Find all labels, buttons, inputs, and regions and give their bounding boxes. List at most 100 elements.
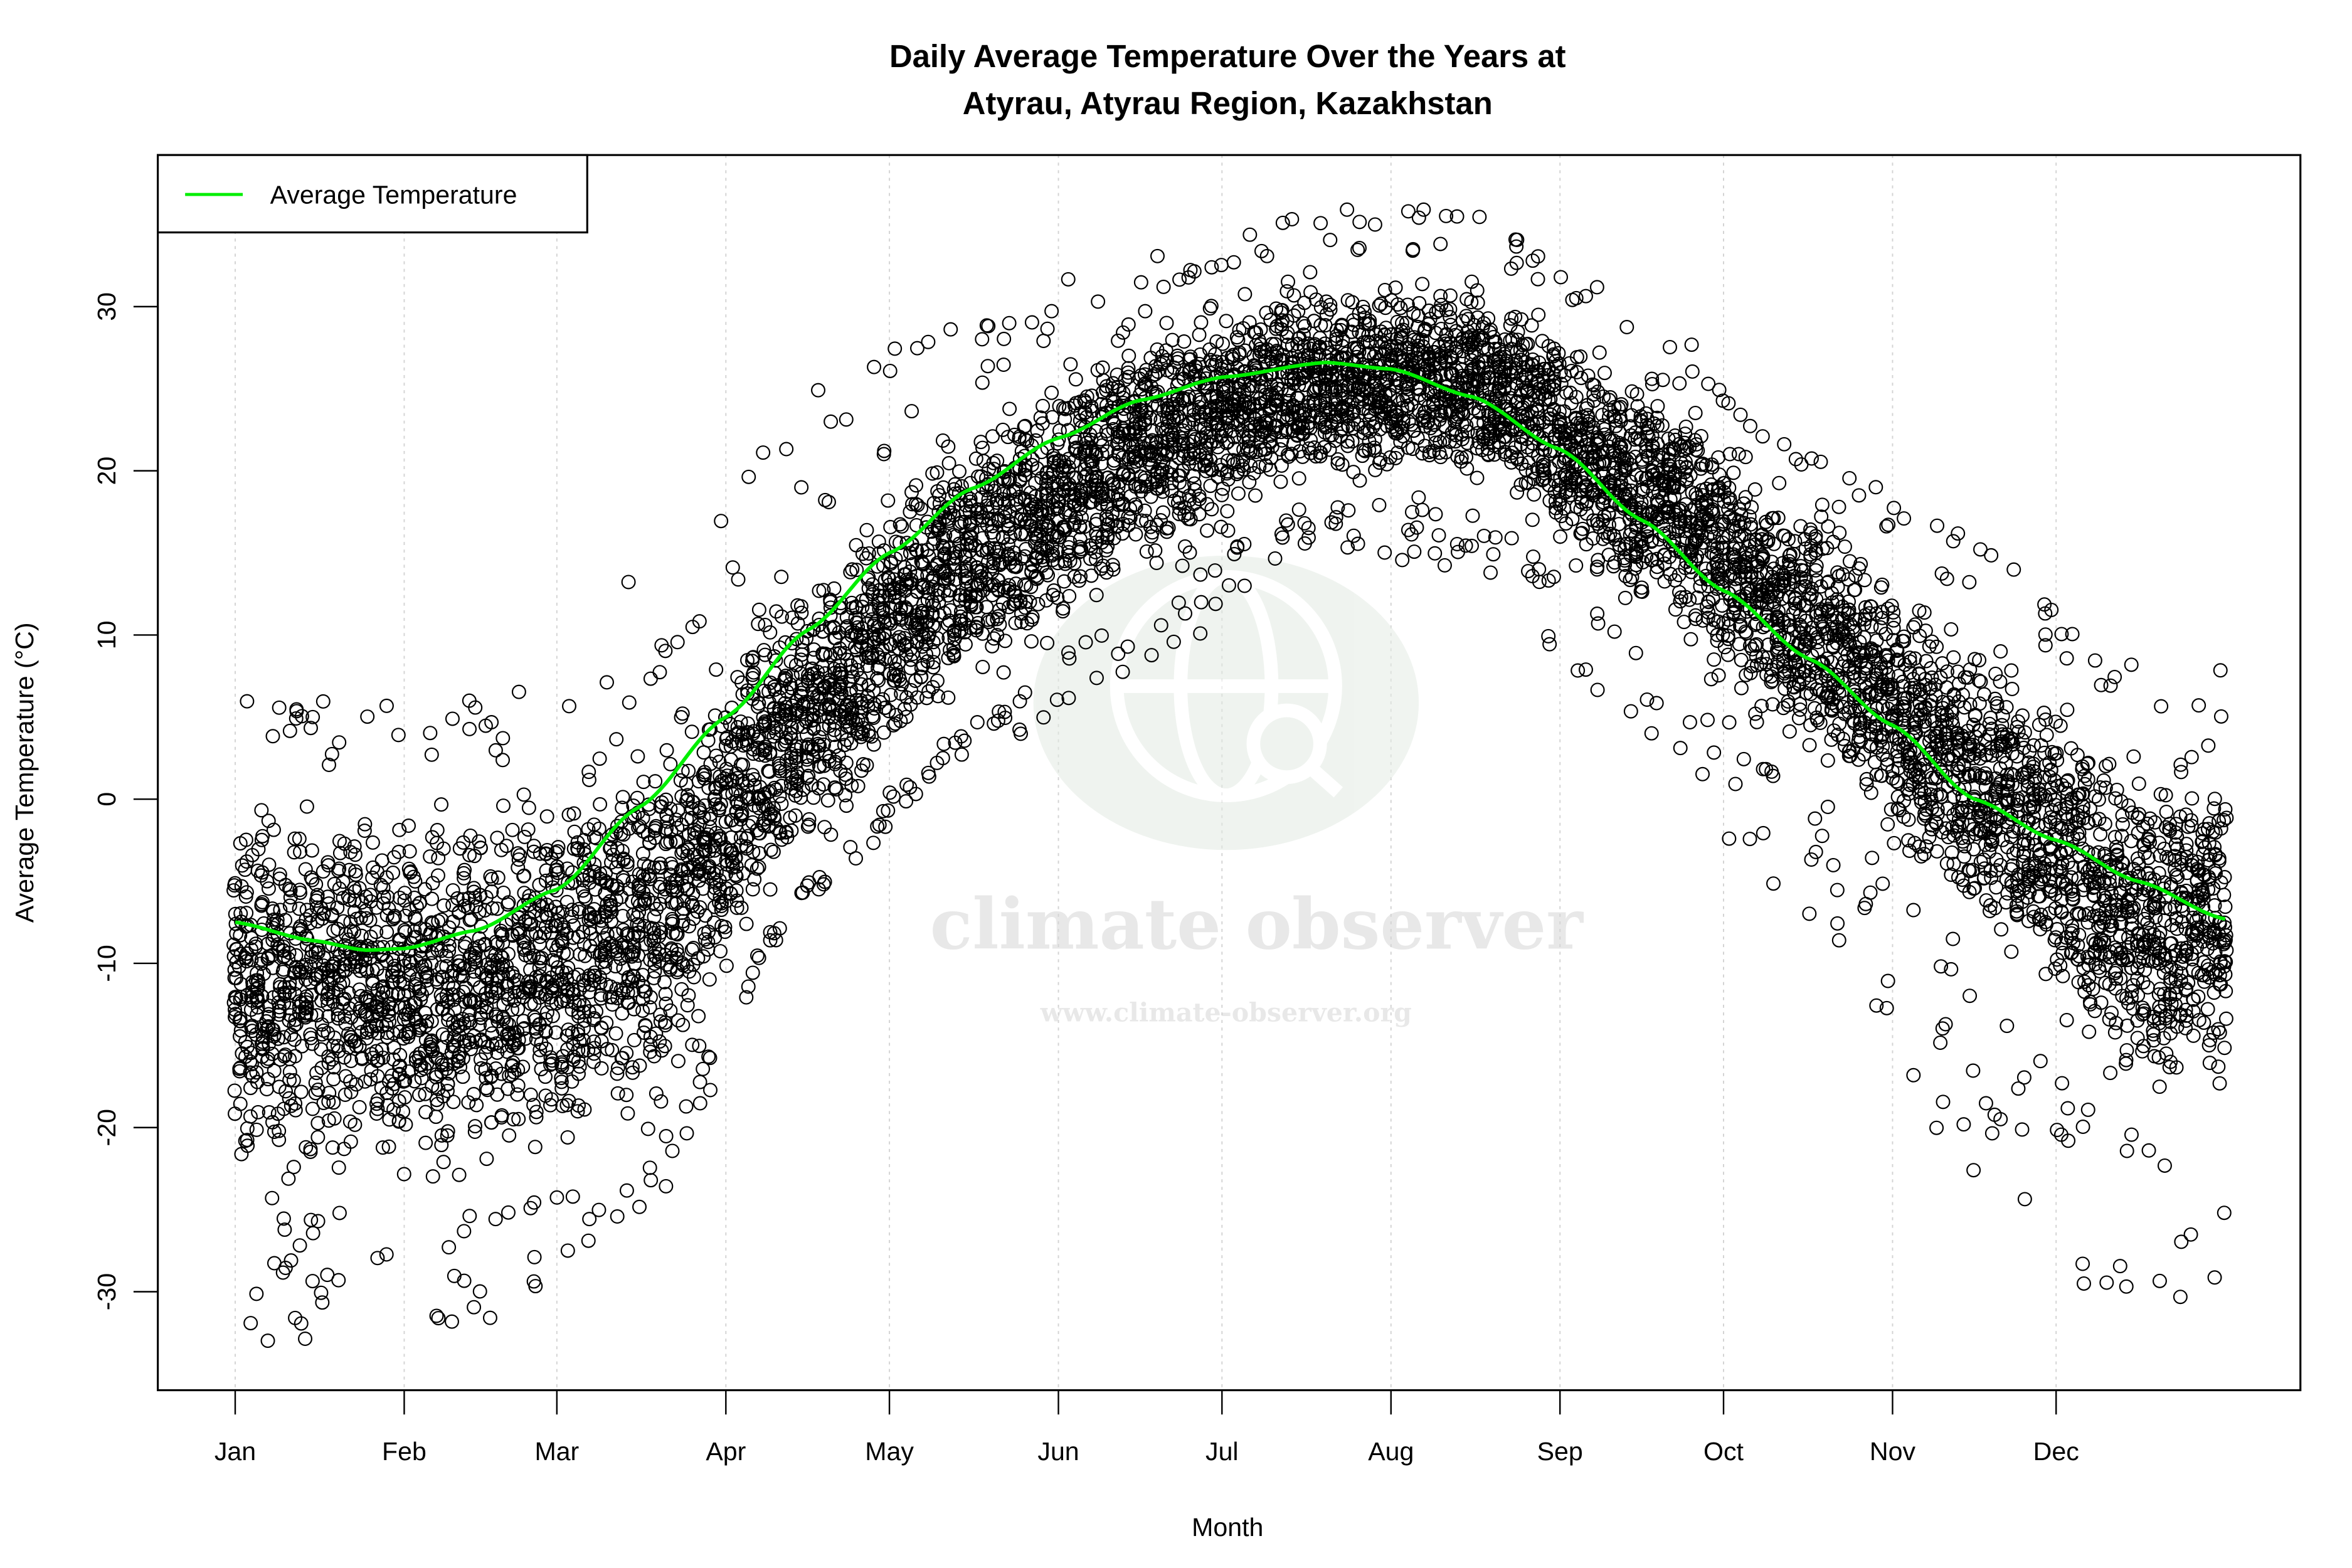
temperature-point xyxy=(490,983,506,999)
temperature-point xyxy=(348,867,363,882)
temperature-point xyxy=(444,1314,459,1329)
temperature-point xyxy=(654,860,669,875)
temperature-point xyxy=(946,649,961,664)
temperature-point xyxy=(1285,212,1300,227)
temperature-point xyxy=(468,700,483,715)
temperature-point xyxy=(303,916,318,931)
temperature-point xyxy=(751,602,766,617)
temperature-point xyxy=(736,866,751,881)
temperature-point xyxy=(1121,348,1136,363)
temperature-point xyxy=(1138,304,1153,319)
temperature-point xyxy=(428,1110,443,1125)
temperature-point xyxy=(370,1251,385,1266)
temperature-point xyxy=(652,921,667,936)
temperature-point xyxy=(370,1025,385,1041)
temperature-point xyxy=(1133,275,1148,290)
temperature-point xyxy=(676,878,691,893)
temperature-point xyxy=(310,1214,326,1229)
temperature-point xyxy=(472,1284,487,1299)
temperature-point xyxy=(622,695,637,710)
temperature-point xyxy=(292,1238,307,1253)
temperature-point xyxy=(815,659,830,674)
temperature-point xyxy=(281,951,296,966)
temperature-point xyxy=(883,519,898,534)
temperature-point xyxy=(980,359,995,374)
temperature-point xyxy=(657,1039,672,1054)
temperature-point xyxy=(839,755,854,770)
temperature-point xyxy=(910,341,924,356)
temperature-point xyxy=(1040,321,1055,336)
temperature-point xyxy=(581,852,596,867)
temperature-point xyxy=(283,1253,299,1268)
temperature-point xyxy=(627,969,642,984)
temperature-point xyxy=(670,820,685,835)
temperature-point xyxy=(745,882,760,897)
temperature-point xyxy=(358,817,373,832)
temperature-point xyxy=(729,893,744,908)
temperature-point xyxy=(1313,216,1328,231)
temperature-point xyxy=(392,1024,407,1039)
temperature-point xyxy=(635,1003,650,1018)
temperature-point xyxy=(594,1061,609,1076)
temperature-point xyxy=(326,1060,341,1075)
temperature-point xyxy=(488,743,503,758)
temperature-point xyxy=(1203,479,1218,494)
temperature-point xyxy=(1036,334,1051,349)
temperature-point xyxy=(1237,537,1252,551)
temperature-point xyxy=(659,792,674,807)
temperature-point xyxy=(816,583,831,598)
temperature-point xyxy=(876,725,891,740)
temperature-point xyxy=(687,830,702,845)
temperature-point xyxy=(758,617,773,632)
temperature-point xyxy=(522,982,538,997)
temperature-point xyxy=(380,889,395,904)
temperature-point xyxy=(456,961,471,976)
temperature-point xyxy=(240,1133,255,1148)
temperature-point xyxy=(288,1103,303,1118)
temperature-point xyxy=(473,840,488,856)
temperature-point xyxy=(327,876,342,891)
temperature-point xyxy=(539,809,554,824)
temperature-point xyxy=(731,572,746,587)
temperature-point xyxy=(600,927,615,942)
temperature-point xyxy=(725,560,740,575)
temperature-point xyxy=(702,972,717,987)
temperature-point xyxy=(397,1073,412,1088)
temperature-point xyxy=(785,610,800,625)
temperature-point xyxy=(938,510,953,525)
temperature-point xyxy=(844,778,859,793)
temperature-point xyxy=(887,341,903,356)
temperature-point xyxy=(423,1034,438,1049)
temperature-point xyxy=(637,918,652,933)
temperature-point xyxy=(914,669,929,684)
temperature-point xyxy=(827,728,842,743)
temperature-point xyxy=(802,812,817,827)
temperature-point xyxy=(370,1101,385,1116)
temperature-point xyxy=(812,729,827,744)
temperature-point xyxy=(424,747,439,762)
temperature-point xyxy=(282,723,297,738)
temperature-point xyxy=(391,728,406,743)
temperature-point xyxy=(719,958,734,973)
temperature-point xyxy=(418,958,433,973)
temperature-point xyxy=(659,1179,674,1194)
temperature-point xyxy=(910,497,925,512)
temperature-point xyxy=(430,823,445,838)
temperature-point xyxy=(293,844,308,859)
temperature-point xyxy=(649,950,664,965)
temperature-point xyxy=(926,635,941,650)
temperature-point xyxy=(824,414,839,429)
temperature-point xyxy=(865,577,880,592)
temperature-point xyxy=(785,635,800,650)
temperature-point xyxy=(714,514,729,529)
temperature-point xyxy=(811,383,826,398)
temperature-point xyxy=(299,799,314,814)
temperature-point xyxy=(619,1183,634,1198)
temperature-point xyxy=(1017,419,1032,434)
temperature-point xyxy=(958,637,973,652)
temperature-point xyxy=(883,554,898,569)
temperature-point xyxy=(871,627,886,642)
temperature-point xyxy=(954,747,969,762)
temperature-point xyxy=(289,948,304,963)
